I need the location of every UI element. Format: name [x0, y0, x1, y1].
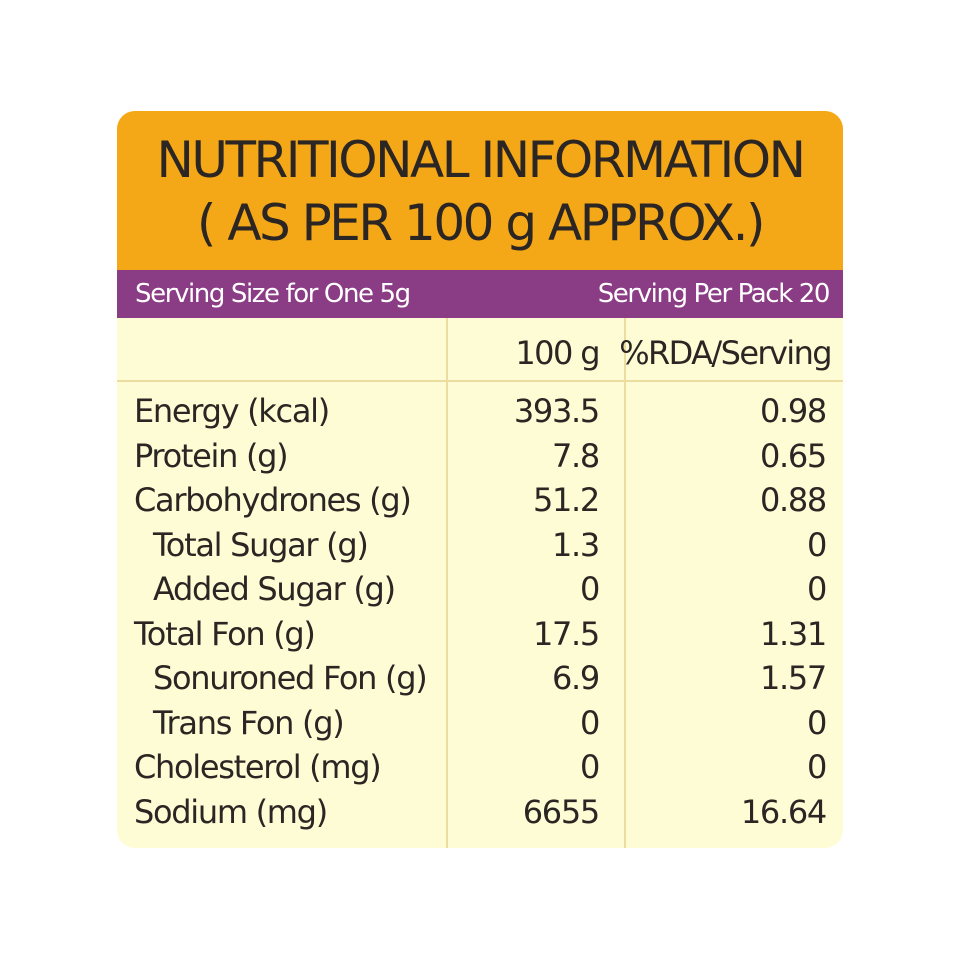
value-rda-per-serving: 0 — [806, 748, 827, 786]
value-per-100g: 0 — [579, 748, 600, 786]
value-per-100g: 1.3 — [552, 525, 600, 564]
value-per-100g: 6655 — [522, 792, 601, 831]
nutrient-label: Protein (g) — [134, 436, 289, 475]
nutrient-row: Total Fon (g) 17.5 1.31 — [117, 612, 843, 657]
value-per-100g: 51.2 — [532, 481, 600, 519]
column-divider-1 — [446, 318, 448, 848]
value-rda-per-serving: 0.98 — [759, 392, 827, 430]
nutrient-label: Sonuroned Fon (g) — [153, 659, 428, 697]
nutrient-row: Total Sugar (g) 1.3 0 — [117, 523, 843, 568]
title-line-1: NUTRITIONAL INFORMATION — [156, 131, 806, 189]
value-rda-per-serving: 0 — [806, 525, 827, 564]
nutrient-label: Added Sugar (g) — [153, 570, 396, 608]
value-per-100g: 17.5 — [532, 614, 600, 653]
value-rda-per-serving: 0 — [806, 570, 827, 608]
nutrient-label: Carbohydrones (g) — [134, 481, 412, 519]
servings-per-pack: Serving Per Pack 20 — [597, 279, 831, 309]
nutrition-header: NUTRITIONAL INFORMATION ( AS PER 100 g A… — [117, 111, 843, 270]
value-rda-per-serving: 16.64 — [740, 792, 827, 831]
nutrient-row: Added Sugar (g) 0 0 — [117, 567, 843, 612]
value-per-100g: 0 — [579, 703, 600, 742]
value-per-100g: 0 — [579, 570, 600, 608]
title-line-2: ( AS PER 100 g APPROX.) — [196, 194, 766, 252]
nutrient-label: Cholesterol (mg) — [134, 748, 382, 786]
nutrient-row: Energy (kcal) 393.5 0.98 — [117, 389, 843, 434]
nutrient-label: Energy (kcal) — [134, 392, 330, 430]
nutrient-label: Total Sugar (g) — [153, 525, 369, 564]
nutrient-label: Trans Fon (g) — [153, 703, 345, 742]
value-rda-per-serving: 0 — [806, 703, 827, 742]
nutrient-row: Sonuroned Fon (g) 6.9 1.57 — [117, 656, 843, 701]
serving-bar: Serving Size for One 5g Serving Per Pack… — [117, 270, 843, 318]
nutrient-row: Cholesterol (mg) 0 0 — [117, 745, 843, 790]
nutrient-rows: Energy (kcal) 393.5 0.98 Protein (g) 7.8 0.65… — [117, 389, 843, 834]
column-header-100g: 100 g — [515, 334, 600, 372]
column-divider-2 — [624, 318, 626, 848]
serving-size: Serving Size for One 5g — [135, 279, 411, 309]
column-header-rda: %RDA/Serving — [619, 334, 832, 372]
value-rda-per-serving: 0.88 — [759, 481, 827, 519]
nutrition-label: NUTRITIONAL INFORMATION ( AS PER 100 g A… — [117, 111, 843, 848]
header-divider — [117, 380, 843, 382]
value-per-100g: 7.8 — [552, 436, 600, 475]
nutrient-label: Total Fon (g) — [134, 614, 316, 653]
nutrient-row: Carbohydrones (g) 51.2 0.88 — [117, 478, 843, 523]
nutrient-label: Sodium (mg) — [134, 792, 328, 831]
value-per-100g: 6.9 — [552, 659, 600, 697]
value-rda-per-serving: 0.65 — [759, 436, 827, 475]
nutrient-row: Sodium (mg) 6655 16.64 — [117, 790, 843, 835]
nutrient-row: Trans Fon (g) 0 0 — [117, 701, 843, 746]
nutrient-row: Protein (g) 7.8 0.65 — [117, 434, 843, 479]
value-per-100g: 393.5 — [513, 392, 600, 430]
value-rda-per-serving: 1.57 — [759, 659, 827, 697]
value-rda-per-serving: 1.31 — [759, 614, 827, 653]
